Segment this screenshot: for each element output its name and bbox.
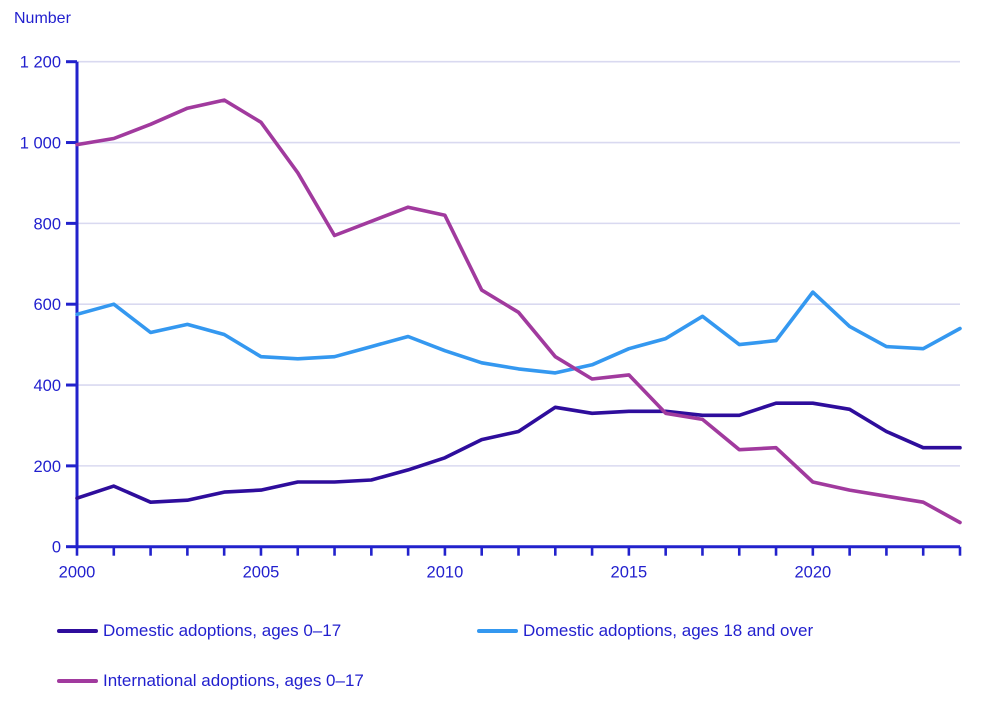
series-line-2	[75, 98, 962, 525]
chart-legend: Domestic adoptions, ages 0–17 Domestic a…	[0, 612, 1004, 709]
x-tick-label: 2005	[243, 564, 280, 582]
legend-label: International adoptions, ages 0–17	[103, 671, 364, 690]
y-axis-unit-label: Number	[14, 10, 71, 27]
legend-line-swatch	[57, 629, 98, 633]
x-tick-label: 2015	[611, 564, 648, 582]
legend-line-swatch	[57, 679, 98, 683]
y-tick-label: 0	[52, 539, 61, 557]
x-tick-label: 2010	[427, 564, 464, 582]
legend-label: Domestic adoptions, ages 18 and over	[523, 621, 814, 640]
x-tick-label: 2020	[794, 564, 831, 582]
y-tick-label: 1 200	[20, 54, 61, 72]
y-tick-label: 200	[33, 458, 61, 476]
legend-label: Domestic adoptions, ages 0–17	[103, 621, 342, 640]
series-line-0	[75, 401, 962, 505]
legend-line-swatch	[477, 629, 518, 633]
line-chart: 0 200 400 600 800 1 000 1 200 2000 2005 2010 2015 2…	[20, 54, 962, 582]
legend-item-domestic-0-17: Domestic adoptions, ages 0–17	[57, 621, 341, 641]
x-tick-label: 2000	[59, 564, 96, 582]
y-tick-label: 400	[33, 377, 61, 395]
series-line-1	[75, 290, 962, 375]
legend-item-international-0-17: International adoptions, ages 0–17	[57, 671, 364, 691]
y-tick-label: 600	[33, 296, 61, 314]
legend-item-domestic-18-over: Domestic adoptions, ages 18 and over	[477, 621, 813, 641]
y-tick-label: 1 000	[20, 135, 61, 153]
y-tick-label: 800	[33, 215, 61, 233]
